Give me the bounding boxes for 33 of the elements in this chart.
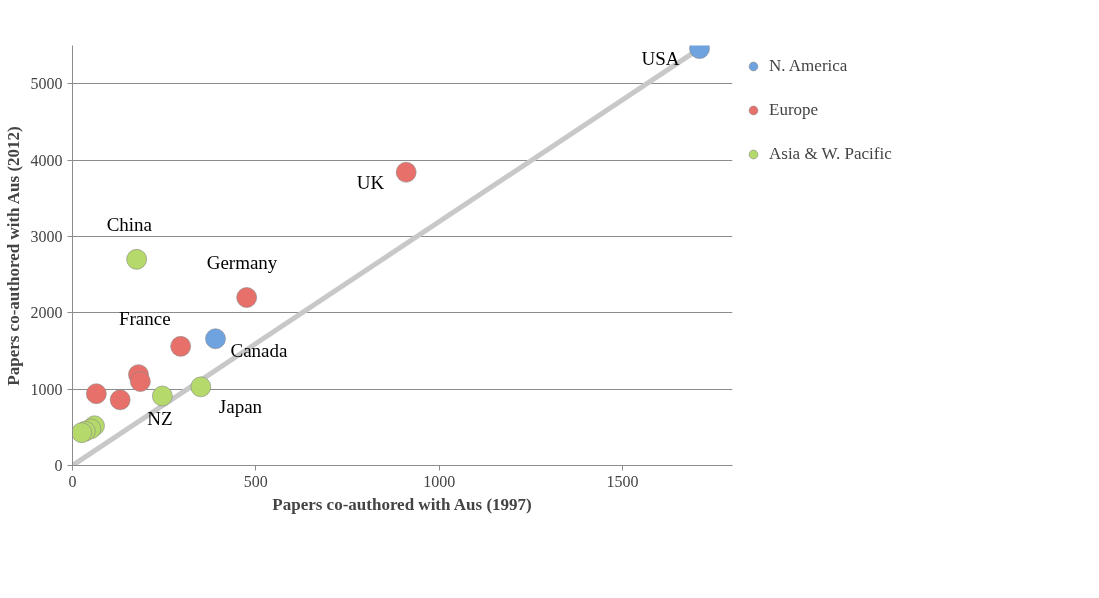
point	[109, 389, 131, 411]
y-tick-label: 2000	[30, 304, 63, 322]
y-tick-label: 4000	[30, 151, 63, 169]
legend-label: N. America	[769, 56, 849, 76]
annotation: UK	[356, 171, 385, 193]
x-axis-title: Papers co-authored with Aus (1997)	[272, 494, 532, 514]
legend-label: Asia & W. Pacific	[769, 144, 892, 164]
annotation: USA	[641, 48, 680, 70]
legend-label: Europe	[769, 100, 820, 120]
point	[126, 249, 147, 270]
point	[130, 371, 151, 392]
point	[152, 385, 173, 407]
annotation: Germany	[206, 252, 278, 273]
point	[205, 328, 226, 350]
x-tick-label: 1500	[606, 472, 639, 490]
y-tick-label: 1000	[30, 380, 63, 398]
point	[236, 287, 257, 308]
y-tick-label: 3000	[30, 227, 63, 245]
x-tick-label: 1000	[423, 472, 456, 490]
annotation: Japan	[218, 396, 263, 418]
y-axis-title: Papers co-authored with Aus (2012)	[3, 126, 23, 386]
x-tick-label: 500	[243, 472, 268, 490]
annotation: NZ	[147, 407, 173, 429]
annotation: Canada	[230, 340, 289, 362]
y-tick-label: 5000	[30, 75, 63, 93]
point	[190, 376, 212, 398]
y-tick-label: 0	[54, 457, 63, 474]
annotation: France	[118, 307, 171, 329]
x-tick-label: 0	[68, 472, 77, 490]
annotation: China	[106, 213, 153, 235]
point	[170, 336, 191, 357]
point	[395, 161, 417, 183]
point	[86, 383, 107, 404]
